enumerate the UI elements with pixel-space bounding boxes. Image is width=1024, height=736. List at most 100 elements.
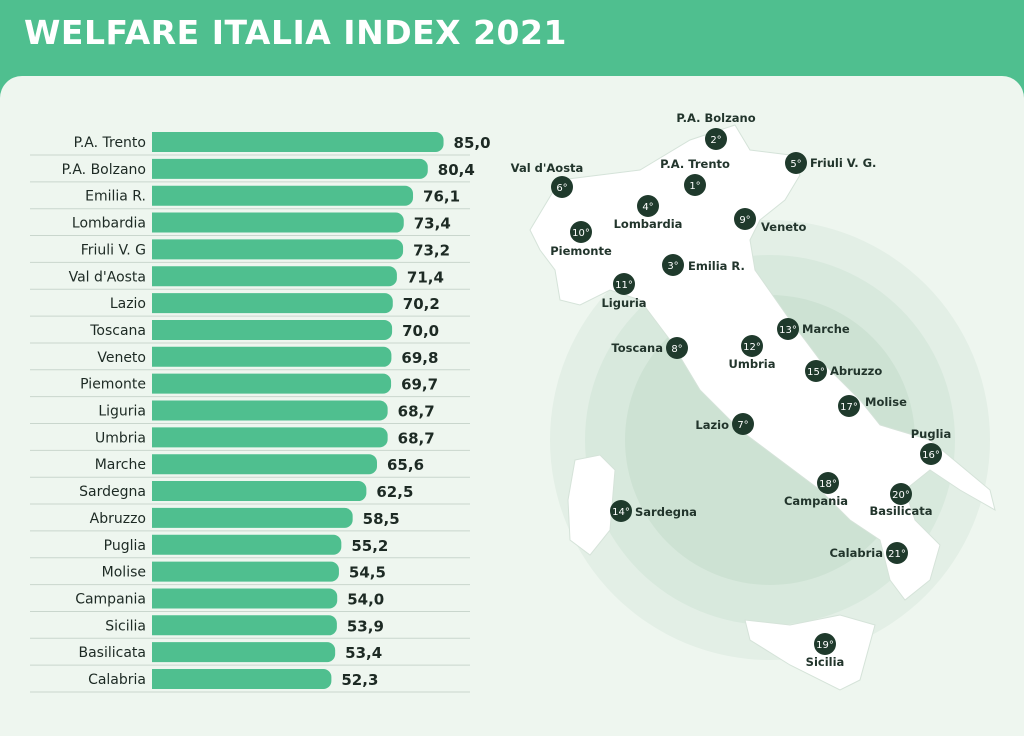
category-label: Liguria bbox=[98, 404, 146, 420]
region-label: Abruzzo bbox=[830, 364, 882, 378]
value-label: 71,4 bbox=[407, 268, 444, 286]
value-label: 55,2 bbox=[351, 537, 388, 555]
rank-badge bbox=[613, 273, 635, 295]
rank-badge bbox=[838, 395, 860, 417]
rank-number: 15° bbox=[807, 367, 825, 378]
rank-number: 21° bbox=[888, 549, 906, 560]
category-label: Friuli V. G bbox=[81, 242, 146, 258]
category-label: Molise bbox=[102, 565, 146, 581]
bar bbox=[152, 400, 388, 421]
map-marker: 9° Veneto bbox=[734, 208, 807, 234]
rank-badge bbox=[684, 174, 706, 196]
rank-badge bbox=[805, 360, 827, 382]
bar bbox=[152, 132, 444, 152]
category-label: Val d'Aosta bbox=[69, 269, 146, 285]
map-marker: 6° Val d'Aosta bbox=[511, 161, 583, 198]
bar-row: P.A. Trento 85,0 bbox=[30, 132, 491, 156]
bar bbox=[152, 319, 393, 340]
category-label: Emilia R. bbox=[85, 189, 146, 205]
rank-badge bbox=[734, 208, 756, 230]
bar bbox=[152, 346, 392, 367]
bar-row: Molise 54,5 bbox=[30, 561, 470, 586]
rank-badge bbox=[741, 335, 763, 357]
bar bbox=[152, 669, 332, 689]
value-label: 52,3 bbox=[341, 671, 378, 689]
category-label: Sardegna bbox=[79, 484, 146, 500]
bar bbox=[152, 615, 337, 636]
value-label: 62,5 bbox=[376, 483, 413, 501]
bar-row: Puglia 55,2 bbox=[30, 534, 470, 559]
map-marker: 4° Lombardia bbox=[614, 195, 683, 231]
category-label: Campania bbox=[75, 591, 146, 607]
rank-number: 7° bbox=[737, 420, 748, 431]
rank-number: 12° bbox=[743, 342, 761, 353]
map-marker: 5° Friuli V. G. bbox=[785, 152, 876, 174]
region-label: Toscana bbox=[611, 341, 663, 355]
bar-row: Lombardia 73,4 bbox=[30, 212, 470, 237]
rank-number: 1° bbox=[689, 181, 700, 192]
map-marker: 15° Abruzzo bbox=[805, 360, 882, 382]
rank-badge bbox=[732, 413, 754, 435]
value-label: 73,2 bbox=[413, 241, 450, 259]
region-label: Campania bbox=[784, 494, 848, 508]
map-marker: 17° Molise bbox=[838, 395, 907, 417]
rank-number: 4° bbox=[642, 202, 653, 213]
region-label: Puglia bbox=[911, 427, 952, 441]
map-marker: 8° Toscana bbox=[611, 337, 688, 359]
value-label: 65,6 bbox=[387, 456, 424, 474]
category-label: P.A. Trento bbox=[74, 135, 146, 151]
bar bbox=[152, 481, 367, 502]
bar bbox=[152, 293, 393, 314]
region-label: P.A. Bolzano bbox=[676, 111, 755, 125]
map-sicilia bbox=[744, 614, 876, 691]
category-label: Veneto bbox=[97, 350, 146, 366]
rank-badge bbox=[817, 472, 839, 494]
rank-number: 16° bbox=[922, 450, 940, 461]
value-label: 53,4 bbox=[345, 644, 382, 662]
bar bbox=[152, 534, 342, 555]
bar-row: Lazio 70,2 bbox=[30, 293, 470, 317]
rank-badge bbox=[890, 483, 912, 505]
category-label: Piemonte bbox=[80, 377, 146, 393]
rank-number: 2° bbox=[710, 135, 721, 146]
map-marker: 14° Sardegna bbox=[610, 500, 697, 522]
bar-row: P.A. Bolzano 80,4 bbox=[30, 158, 475, 183]
region-label: Umbria bbox=[729, 357, 776, 371]
region-label: P.A. Trento bbox=[660, 157, 730, 171]
region-label: Basilicata bbox=[869, 504, 932, 518]
italy-map bbox=[529, 124, 996, 691]
region-label: Liguria bbox=[601, 296, 646, 310]
value-label: 69,8 bbox=[401, 349, 438, 367]
rank-number: 3° bbox=[667, 261, 678, 272]
rank-badge bbox=[551, 176, 573, 198]
rank-badge bbox=[920, 443, 942, 465]
bar-row: Marche 65,6 bbox=[30, 454, 470, 478]
bar-row: Val d'Aosta 71,4 bbox=[30, 266, 470, 290]
bar bbox=[152, 158, 428, 179]
category-label: Toscana bbox=[89, 323, 146, 339]
bar bbox=[152, 454, 378, 475]
category-label: Marche bbox=[95, 457, 146, 473]
bar bbox=[152, 212, 404, 233]
region-label: Lombardia bbox=[614, 217, 683, 231]
value-label: 53,9 bbox=[347, 617, 384, 635]
header: WELFARE ITALIA INDEX 2021 bbox=[0, 0, 1024, 80]
value-label: 85,0 bbox=[454, 134, 491, 152]
value-label: 68,7 bbox=[398, 429, 435, 447]
rank-number: 19° bbox=[816, 640, 834, 651]
category-label: Lazio bbox=[110, 296, 146, 312]
rank-badge bbox=[666, 337, 688, 359]
rank-number: 13° bbox=[779, 325, 797, 336]
bar bbox=[152, 642, 336, 663]
rank-badge bbox=[785, 152, 807, 174]
map-marker: 20° Basilicata bbox=[869, 483, 933, 518]
rank-number: 18° bbox=[819, 479, 837, 490]
bar-row: Sicilia 53,9 bbox=[30, 615, 470, 639]
map-marker: 18° Campania bbox=[784, 472, 848, 508]
bar-row: Emilia R. 76,1 bbox=[30, 185, 470, 210]
rank-number: 11° bbox=[615, 280, 633, 291]
bar bbox=[152, 266, 397, 287]
bar-row: Umbria 68,7 bbox=[30, 427, 470, 451]
rank-number: 14° bbox=[612, 507, 630, 518]
rank-number: 17° bbox=[840, 402, 858, 413]
